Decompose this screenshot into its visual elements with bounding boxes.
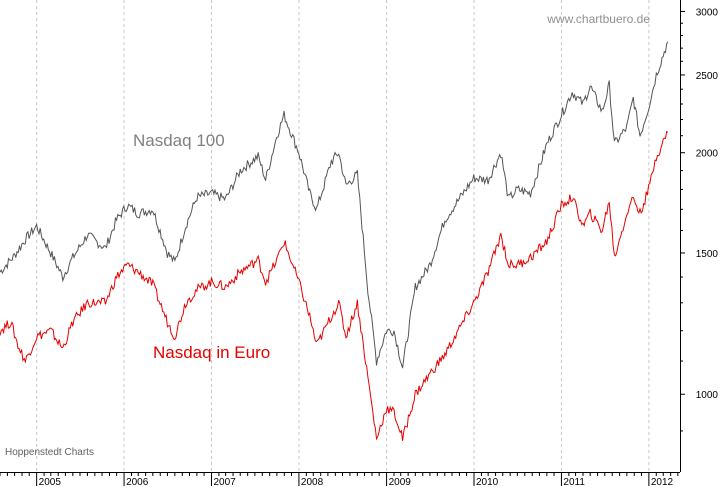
source-note: Hoppenstedt Charts (5, 447, 94, 458)
x-tick-label-2012: 2012 (651, 477, 674, 487)
x-tick-label-2011: 2011 (563, 477, 585, 487)
gridlines (36, 0, 650, 472)
series-layer (0, 41, 669, 441)
x-tick-label-2005: 2005 (39, 477, 62, 487)
plot-background (0, 0, 680, 472)
y-tick-label-1500: 1500 (696, 249, 719, 260)
series-line-nasdaq-euro (0, 130, 669, 441)
x-axis: 2005 2006 2007 2008 2009 2010 2011 2012 (0, 472, 679, 487)
y-tick-label-3000: 3000 (696, 7, 719, 18)
y-tick-label-2500: 2500 (696, 71, 719, 82)
x-tick-label-2006: 2006 (126, 477, 149, 487)
x-tick-label-2009: 2009 (389, 477, 412, 487)
series-label-nasdaq-euro: Nasdaq in Euro (153, 343, 270, 362)
y-axis: 1000 1500 2000 2500 3000 (680, 7, 719, 432)
x-tick-label-2008: 2008 (301, 477, 324, 487)
y-tick-label-2000: 2000 (696, 149, 719, 160)
x-tick-label-2007: 2007 (213, 477, 236, 487)
x-tick-label-2010: 2010 (476, 477, 499, 487)
series-line-nasdaq100 (0, 41, 669, 369)
y-tick-label-1000: 1000 (696, 390, 719, 401)
series-label-nasdaq100: Nasdaq 100 (133, 131, 225, 150)
watermark: www.chartbuero.de (546, 12, 650, 26)
